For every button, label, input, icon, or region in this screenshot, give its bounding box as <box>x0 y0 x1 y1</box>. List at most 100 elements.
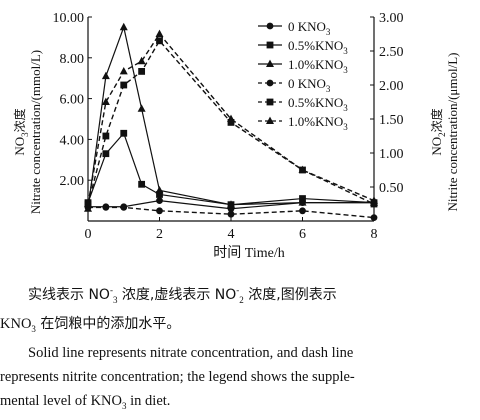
caption-cn-sub1: -3 <box>110 285 118 305</box>
data-point <box>156 191 163 198</box>
data-point <box>155 29 164 37</box>
x-tick-label: 6 <box>299 227 306 242</box>
left-axis-title: NO3浓度 Nitrate concentration/(mmol/L) <box>12 50 43 214</box>
legend-item: 0.5%KNO3 <box>258 38 348 56</box>
right-y-tick-label: 2.50 <box>379 45 404 60</box>
data-point <box>137 56 146 65</box>
legend-item: 0 KNO3 <box>258 19 331 37</box>
caption-cn-part1: 实线表示 NO <box>28 286 110 303</box>
legend-label: 1.0%KNO3 <box>288 57 348 75</box>
legend-marker <box>266 116 274 124</box>
left-y-tick-label: 6.00 <box>60 93 85 108</box>
data-point <box>138 68 146 75</box>
series-nitrate-triangle <box>84 22 378 212</box>
left-y-tick-label: 8.00 <box>60 52 85 67</box>
data-point <box>298 165 307 173</box>
caption-en-line1: Solid line represents nitrate concentrat… <box>28 345 354 361</box>
right-axis-title-en: Nitrite concentration/(μmol/L) <box>445 53 460 212</box>
caption-english: Solid line represents nitrate concentrat… <box>0 341 480 418</box>
legend-label-sub: 3 <box>343 65 348 75</box>
data-point <box>156 37 163 45</box>
data-point <box>156 197 163 205</box>
data-point <box>227 200 235 208</box>
data-point <box>101 97 110 105</box>
data-point <box>227 210 235 218</box>
data-point <box>120 129 128 137</box>
caption-chinese: 实线表示 NO-3 浓度,虚线表示 NO-2 浓度,图例表示 KNO3 在饲粮中… <box>0 278 480 341</box>
left-y-tick-label: 4.00 <box>60 133 85 148</box>
data-point <box>298 198 307 206</box>
caption-cn-part2: 浓度,虚线表示 NO <box>117 286 237 303</box>
x-tick-label: 4 <box>228 227 235 242</box>
x-tick-label: 8 <box>371 227 378 242</box>
left-axis-title-sub: 3 <box>20 132 30 137</box>
legend-marker <box>266 59 274 67</box>
series-line <box>87 32 375 205</box>
legend-label: 1.0%KNO3 <box>288 114 348 132</box>
legend-item: 1.0%KNO3 <box>258 57 348 75</box>
legend-label-main: 0.5%KNO <box>288 95 343 110</box>
left-axis-title-cn2: 浓度 <box>12 108 27 132</box>
data-point <box>138 180 146 188</box>
right-y-tick-label: 1.00 <box>379 147 404 162</box>
legend-label-main: 0 KNO <box>288 76 326 91</box>
x-tick-label: 2 <box>156 227 163 242</box>
caption-cn-sub2: -2 <box>236 285 244 305</box>
caption-en-line3: mental level of KNO <box>0 393 123 409</box>
series-nitrate-square <box>84 129 378 209</box>
caption-en-line3-end: in diet. <box>126 393 171 409</box>
data-point <box>120 81 128 89</box>
right-axis-title-cn: NO <box>429 137 444 156</box>
x-axis-label: 时间 Time/h <box>213 245 284 261</box>
legend-label-sub: 3 <box>326 27 331 37</box>
legend-label: 0.5%KNO3 <box>288 38 348 56</box>
series-line <box>87 25 374 209</box>
left-axis-title-cn: NO <box>12 137 27 156</box>
data-point <box>227 114 235 122</box>
legend-label: 0 KNO3 <box>288 19 331 37</box>
legend-marker <box>266 79 274 87</box>
caption-cn-sup2: - <box>236 285 240 295</box>
legend-item: 0 KNO3 <box>258 76 331 94</box>
right-axis-title-cn2: 浓度 <box>429 108 444 132</box>
caption-cn-subscript2: 2 <box>239 294 244 305</box>
caption-cn-part5: 在饲粮中的添加水平。 <box>35 315 181 332</box>
data-point <box>102 150 110 158</box>
series-line <box>87 132 375 206</box>
caption-cn-part4: KNO <box>0 315 32 332</box>
right-axis-title: NO2浓度 Nitrite concentration/(μmol/L) <box>429 53 460 212</box>
data-point <box>84 199 92 207</box>
data-point <box>119 67 128 75</box>
data-point <box>370 200 378 208</box>
legend-label: 0.5%KNO3 <box>288 95 348 113</box>
right-y-tick-label: 0.50 <box>379 181 404 196</box>
right-y-tick-label: 3.00 <box>379 11 404 26</box>
left-axis-title-en: Nitrate concentration/(mmol/L) <box>28 50 43 214</box>
legend-marker <box>266 41 274 49</box>
data-point <box>101 71 110 80</box>
data-point <box>119 22 128 31</box>
caption-en-subscript: 3 <box>122 400 127 411</box>
right-y-tick-label: 2.00 <box>379 79 404 94</box>
legend-label-main: 0 KNO <box>288 19 326 34</box>
left-y-tick-label: 2.00 <box>60 174 85 189</box>
legend-item: 1.0%KNO3 <box>258 114 348 132</box>
legend-label: 0 KNO3 <box>288 76 331 94</box>
legend-marker <box>266 22 274 30</box>
legend-item: 0.5%KNO3 <box>258 95 348 113</box>
legend-label-sub: 3 <box>343 103 348 113</box>
data-point <box>227 119 235 126</box>
data-point <box>102 132 110 140</box>
svg-text:NO3浓度: NO3浓度 <box>12 108 30 155</box>
data-point <box>299 207 306 215</box>
legend-label-main: 1.0%KNO <box>288 57 343 72</box>
legend-label-sub: 3 <box>343 46 348 56</box>
data-point <box>156 207 163 215</box>
data-point <box>155 186 164 194</box>
data-point <box>102 204 110 211</box>
caption-cn-part3: 浓度,图例表示 <box>243 286 337 303</box>
caption-cn-subscript3: 3 <box>31 323 36 334</box>
right-axis-title-sub: 2 <box>437 132 447 137</box>
legend-marker <box>266 98 274 106</box>
line-chart: 0 2 4 6 8 2.00 4.00 6.00 8.00 10.00 0.50 1.00 1.50 2.… <box>12 11 460 261</box>
